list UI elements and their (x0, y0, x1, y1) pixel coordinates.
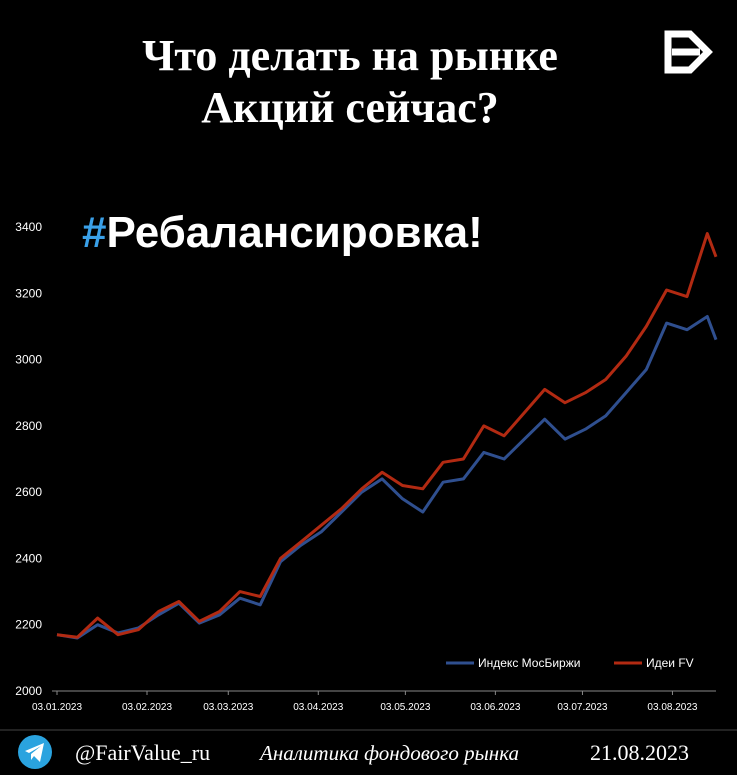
logo (664, 30, 713, 74)
title: Акций сейчас? (201, 83, 498, 132)
x-tick-label: 03.01.2023 (32, 702, 82, 713)
y-tick-label: 3200 (15, 286, 42, 300)
y-tick-label: 3400 (15, 220, 42, 234)
telegram-plane (25, 743, 44, 762)
y-tick-label: 2400 (15, 551, 42, 565)
title: Что делать на рынке (142, 31, 558, 80)
y-tick-label: 2800 (15, 419, 42, 433)
x-tick-label: 03.07.2023 (557, 702, 607, 713)
y-tick-label: 3000 (15, 353, 42, 367)
footer-handle: @FairValue_ru (75, 740, 210, 765)
series-line (56, 232, 718, 639)
x-tick-label: 03.03.2023 (203, 702, 253, 713)
x-tick-label: 03.04.2023 (293, 702, 343, 713)
x-tick-label: 03.08.2023 (647, 702, 697, 713)
y-tick-label: 2600 (15, 485, 42, 499)
legend-label: Индекс МосБиржи (478, 656, 580, 670)
y-tick-label: 2200 (15, 618, 42, 632)
x-tick-label: 03.05.2023 (380, 702, 430, 713)
x-tick-label: 03.06.2023 (470, 702, 520, 713)
x-tick-label: 03.02.2023 (122, 702, 172, 713)
subtitle-text: Ребалансировка! (106, 208, 482, 257)
footer-tagline: Аналитика фондового рынка (258, 741, 519, 765)
y-tick-label: 2000 (15, 684, 42, 698)
legend-label: Идеи FV (646, 656, 694, 670)
subtitle: #Ребалансировка! (82, 208, 483, 257)
hashtag: # (82, 208, 106, 257)
footer-date: 21.08.2023 (590, 740, 689, 765)
series-line (56, 315, 718, 640)
